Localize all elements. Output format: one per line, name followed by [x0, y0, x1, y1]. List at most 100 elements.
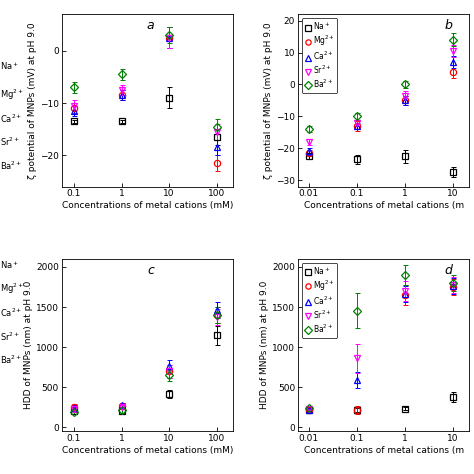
Text: b: b: [445, 19, 453, 32]
Y-axis label: HDD of MNPs (nm) at pH 9.0: HDD of MNPs (nm) at pH 9.0: [260, 281, 269, 410]
X-axis label: Concentrations of metal cations (mM): Concentrations of metal cations (mM): [62, 446, 233, 455]
Sr$^{2+}$: [166, 35, 172, 41]
Line: Sr$^{2+}$: Sr$^{2+}$: [71, 314, 220, 412]
Na$^+$: [118, 118, 124, 124]
Na$^+$: [166, 95, 172, 100]
Ba$^{2+}$: [306, 406, 311, 411]
Na$^+$: [166, 392, 172, 397]
Ca$^{2+}$: [214, 308, 219, 313]
Y-axis label: HDD of MNPs (nm) at pH 9.0: HDD of MNPs (nm) at pH 9.0: [24, 281, 33, 410]
Ba$^{2+}$: [166, 373, 172, 378]
Mg$^{2+}$: [306, 150, 311, 156]
Na$^+$: [71, 409, 77, 414]
Sr$^{2+}$: [71, 103, 77, 109]
Text: a: a: [147, 19, 155, 32]
Ca$^{2+}$: [450, 283, 456, 289]
Mg$^{2+}$: [214, 160, 219, 166]
Ca$^{2+}$: [354, 123, 360, 129]
Sr$^{2+}$: [118, 404, 124, 410]
Text: c: c: [147, 264, 154, 277]
Text: Sr$^{2+}$: Sr$^{2+}$: [0, 330, 20, 343]
Text: Na$^+$: Na$^+$: [0, 61, 19, 72]
Ba$^{2+}$: [402, 272, 408, 278]
Ca$^{2+}$: [402, 292, 408, 297]
Line: Mg$^{2+}$: Mg$^{2+}$: [306, 284, 456, 413]
Ca$^{2+}$: [450, 59, 456, 65]
Sr$^{2+}$: [214, 129, 219, 135]
Ba$^{2+}$: [214, 124, 219, 129]
Ba$^{2+}$: [354, 113, 360, 119]
Ca$^{2+}$: [71, 405, 77, 410]
Line: Sr$^{2+}$: Sr$^{2+}$: [306, 48, 456, 145]
Legend: Na$^+$, Mg$^{2+}$, Ca$^{2+}$, Sr$^{2+}$, Ba$^{2+}$: Na$^+$, Mg$^{2+}$, Ca$^{2+}$, Sr$^{2+}$,…: [302, 263, 337, 337]
Sr$^{2+}$: [450, 282, 456, 287]
Line: Ca$^{2+}$: Ca$^{2+}$: [306, 283, 456, 413]
Ca$^{2+}$: [354, 378, 360, 383]
Ba$^{2+}$: [306, 126, 311, 132]
Text: Ca$^{2+}$: Ca$^{2+}$: [0, 112, 23, 125]
Line: Mg$^{2+}$: Mg$^{2+}$: [306, 69, 456, 156]
Na$^+$: [450, 169, 456, 175]
Line: Ca$^{2+}$: Ca$^{2+}$: [71, 35, 220, 151]
Line: Ba$^{2+}$: Ba$^{2+}$: [71, 312, 220, 415]
Ca$^{2+}$: [306, 407, 311, 413]
Na$^+$: [306, 408, 311, 413]
Line: Mg$^{2+}$: Mg$^{2+}$: [71, 312, 220, 410]
Na$^+$: [402, 406, 408, 412]
Text: Na$^+$: Na$^+$: [0, 260, 19, 271]
Ba$^{2+}$: [214, 312, 219, 318]
Line: Sr$^{2+}$: Sr$^{2+}$: [306, 282, 456, 412]
Sr$^{2+}$: [166, 368, 172, 374]
Sr$^{2+}$: [450, 48, 456, 54]
Ca$^{2+}$: [402, 98, 408, 103]
Mg$^{2+}$: [71, 105, 77, 111]
Mg$^{2+}$: [354, 407, 360, 412]
Text: d: d: [445, 264, 453, 277]
Sr$^{2+}$: [402, 93, 408, 99]
X-axis label: Concentrations of metal cations (mM): Concentrations of metal cations (mM): [62, 201, 233, 210]
Line: Mg$^{2+}$: Mg$^{2+}$: [71, 35, 220, 166]
Mg$^{2+}$: [71, 404, 77, 410]
Sr$^{2+}$: [402, 288, 408, 294]
Text: Mg$^{2+}$: Mg$^{2+}$: [0, 88, 24, 102]
X-axis label: Concentrations of metal cations (m: Concentrations of metal cations (m: [303, 446, 464, 455]
Ca$^{2+}$: [214, 145, 219, 150]
Sr$^{2+}$: [306, 406, 311, 412]
Na$^+$: [354, 156, 360, 162]
Ca$^{2+}$: [166, 35, 172, 41]
Text: Ba$^{2+}$: Ba$^{2+}$: [0, 354, 23, 366]
Ba$^{2+}$: [71, 84, 77, 90]
Ba$^{2+}$: [450, 280, 456, 286]
Mg$^{2+}$: [402, 98, 408, 103]
Mg$^{2+}$: [166, 35, 172, 41]
Y-axis label: ζ potential of MNPs (mV) at pH 9.0: ζ potential of MNPs (mV) at pH 9.0: [28, 22, 37, 179]
Ba$^{2+}$: [118, 408, 124, 413]
Line: Ca$^{2+}$: Ca$^{2+}$: [306, 59, 456, 155]
Na$^+$: [118, 409, 124, 414]
Ba$^{2+}$: [450, 37, 456, 43]
Ca$^{2+}$: [118, 402, 124, 408]
Na$^+$: [354, 407, 360, 413]
Na$^+$: [71, 118, 77, 124]
Line: Ba$^{2+}$: Ba$^{2+}$: [306, 36, 456, 132]
Ca$^{2+}$: [166, 364, 172, 369]
Sr$^{2+}$: [306, 139, 311, 145]
Sr$^{2+}$: [354, 120, 360, 126]
Line: Na$^+$: Na$^+$: [306, 153, 456, 175]
Line: Na$^+$: Na$^+$: [71, 332, 220, 414]
Ba$^{2+}$: [354, 308, 360, 313]
Sr$^{2+}$: [214, 314, 219, 319]
Line: Na$^+$: Na$^+$: [71, 95, 220, 140]
Ca$^{2+}$: [118, 92, 124, 98]
Na$^+$: [402, 154, 408, 159]
Line: Na$^+$: Na$^+$: [306, 394, 456, 414]
Line: Ba$^{2+}$: Ba$^{2+}$: [306, 272, 456, 411]
Mg$^{2+}$: [306, 407, 311, 413]
Text: Mg$^{2+}$: Mg$^{2+}$: [0, 282, 24, 296]
Mg$^{2+}$: [118, 92, 124, 98]
Mg$^{2+}$: [450, 284, 456, 290]
Ca$^{2+}$: [71, 108, 77, 114]
Ca$^{2+}$: [306, 149, 311, 155]
Mg$^{2+}$: [450, 69, 456, 74]
Line: Ba$^{2+}$: Ba$^{2+}$: [71, 32, 220, 130]
